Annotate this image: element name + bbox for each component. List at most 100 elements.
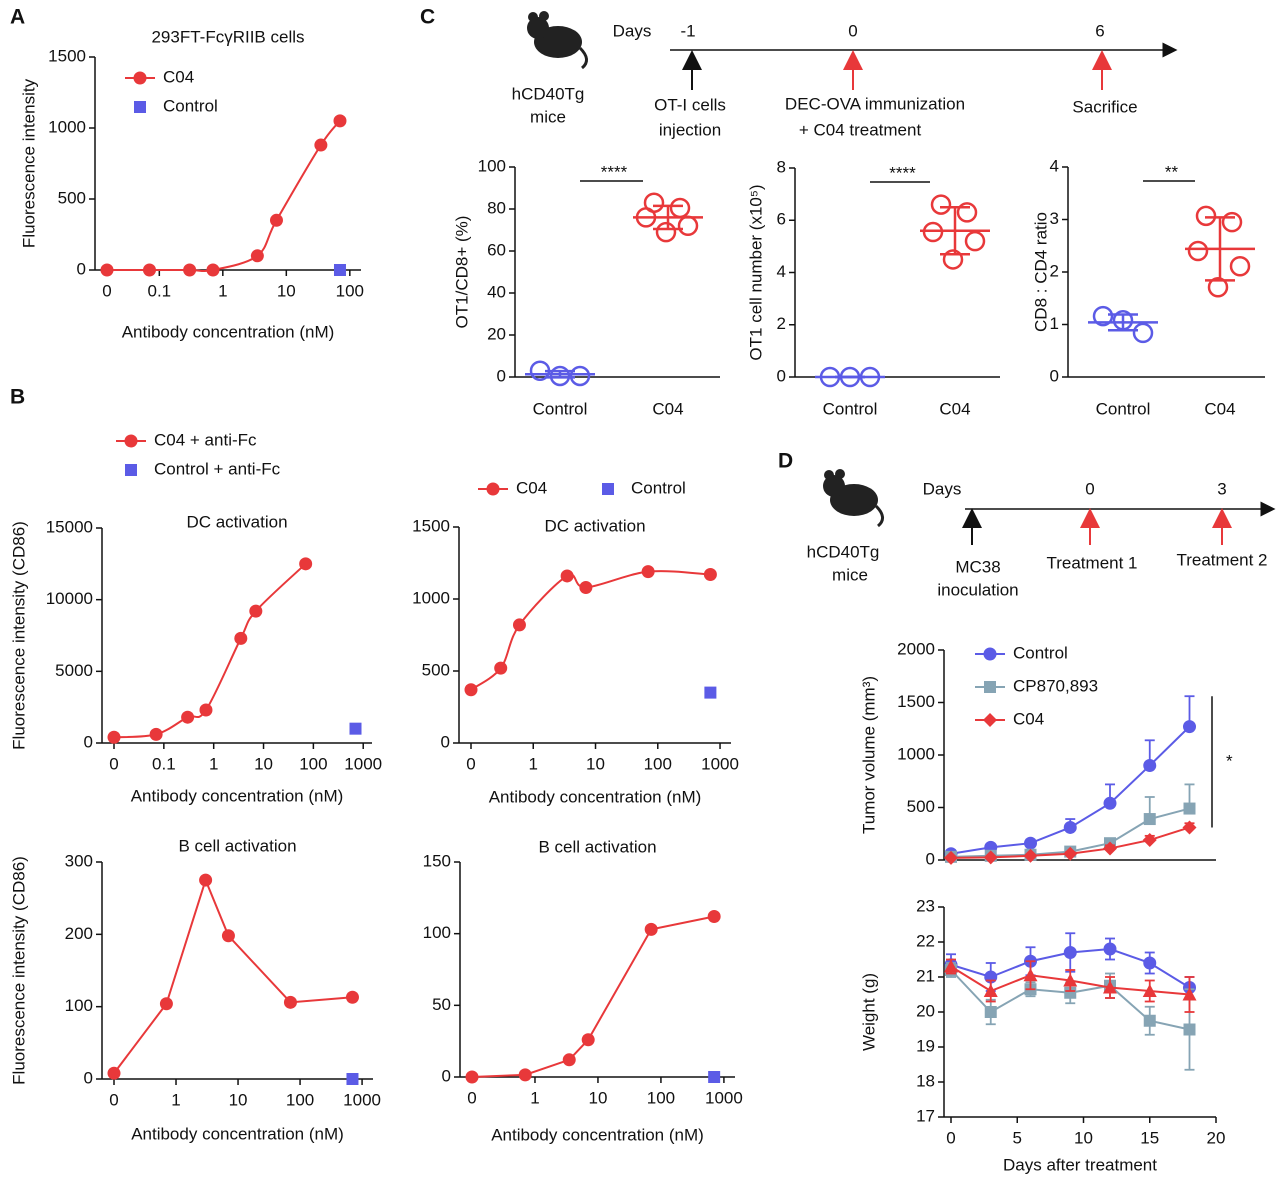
y-tick-label: 2	[1050, 261, 1059, 280]
x-tick-label: 0	[466, 754, 475, 773]
chart-title: DC activation	[186, 512, 287, 531]
x-tick-label: 1	[529, 754, 538, 773]
legend-label: C04	[516, 478, 547, 497]
x-axis-label: Antibody concentration (nM)	[122, 322, 335, 341]
timeline-tick: -1	[680, 21, 695, 40]
data-point	[349, 722, 362, 735]
legend-marker	[125, 464, 137, 476]
data-point	[1063, 846, 1078, 861]
legend-marker	[124, 434, 138, 448]
data-point	[199, 703, 213, 717]
x-tick-label: 100	[647, 1088, 675, 1107]
data-point	[250, 249, 264, 263]
y-tick-label: 18	[916, 1071, 935, 1090]
data-point	[1063, 820, 1077, 834]
x-tick-label: 0	[102, 281, 111, 300]
legend-label: CP870,893	[1013, 676, 1098, 695]
data-point	[494, 661, 508, 675]
series-line	[950, 725, 1191, 855]
significance-label: **	[1165, 162, 1179, 181]
event-label: injection	[659, 120, 721, 139]
mouse-label: hCD40Tg	[512, 84, 585, 103]
dot	[956, 202, 978, 223]
data-point	[984, 1006, 997, 1018]
data-point	[183, 263, 197, 277]
timeline-tick: 6	[1095, 21, 1104, 40]
y-tick-label: 8	[777, 157, 786, 176]
dot	[942, 249, 964, 270]
y-tick-label: 4	[1050, 156, 1059, 175]
x-tick-label: 0.1	[147, 281, 171, 300]
panel-label: A	[10, 6, 25, 29]
event-label: inoculation	[937, 580, 1018, 599]
data-point	[579, 580, 593, 594]
x-tick-label: 20	[1207, 1128, 1226, 1147]
data-point	[1064, 986, 1077, 999]
data-point	[269, 213, 283, 227]
y-tick-label: 50	[432, 995, 451, 1014]
legend-marker	[134, 101, 146, 113]
data-point	[142, 263, 156, 277]
legend-label: Control	[163, 96, 218, 115]
data-point	[465, 1070, 479, 1084]
legend-marker	[602, 483, 614, 495]
data-point	[560, 569, 574, 583]
y-tick-label: 300	[65, 851, 93, 870]
data-point	[562, 1053, 576, 1067]
series-line	[113, 877, 353, 1074]
data-point	[644, 922, 658, 936]
data-point	[1143, 759, 1157, 772]
data-point	[1142, 833, 1157, 848]
mouse-label: mice	[832, 565, 868, 584]
x-tick-label: 15	[1140, 1128, 1159, 1147]
y-tick-label: 200	[65, 924, 93, 943]
data-point	[107, 730, 121, 744]
legend-marker	[983, 647, 997, 661]
y-tick-label: 1000	[48, 117, 86, 136]
dot	[964, 230, 986, 252]
dot	[569, 365, 591, 387]
y-tick-label: 21	[916, 966, 935, 985]
x-tick-label: 0	[946, 1128, 955, 1147]
x-tick-label: 1000	[344, 754, 382, 773]
y-tick-label: 1	[1050, 314, 1059, 333]
legend-marker	[983, 713, 997, 727]
x-tick-label: 10	[277, 281, 296, 300]
y-tick-label: 0	[77, 259, 86, 278]
category-label: Control	[533, 399, 588, 418]
x-axis-label: Days after treatment	[1003, 1155, 1157, 1174]
y-tick-label: 100	[65, 996, 93, 1015]
panel-label: D	[778, 450, 793, 473]
legend-label: Control + anti-Fc	[154, 459, 281, 478]
data-point	[704, 686, 717, 699]
y-tick-label: 500	[422, 660, 450, 679]
x-tick-label: 10	[254, 754, 273, 773]
legend-label: C04	[163, 67, 194, 86]
y-tick-label: 3	[1050, 209, 1059, 228]
y-tick-label: 0	[1050, 366, 1059, 385]
mouse-label: hCD40Tg	[807, 542, 880, 561]
legend-label: C04	[1013, 709, 1044, 728]
data-point	[159, 997, 173, 1011]
y-tick-label: 22	[916, 931, 935, 950]
data-point	[1063, 946, 1077, 959]
mouse-icon	[823, 469, 884, 528]
legend-label: Control	[631, 478, 686, 497]
data-point	[1143, 956, 1157, 970]
significance-label: *	[1226, 751, 1233, 770]
event-label: OT-I cells	[654, 95, 726, 114]
y-tick-label: 80	[487, 198, 506, 217]
data-point	[1063, 973, 1078, 987]
category-label: Control	[1096, 399, 1151, 418]
chart-title: 293FT-FcγRIIB cells	[151, 27, 304, 46]
y-tick-label: 100	[478, 156, 506, 175]
data-point	[1103, 841, 1117, 856]
x-axis-label: Antibody concentration (nM)	[491, 1125, 704, 1144]
data-point	[983, 984, 998, 997]
legend-label: C04 + anti-Fc	[154, 430, 257, 449]
data-point	[464, 683, 478, 697]
event-label: Treatment 2	[1176, 550, 1267, 569]
y-axis-label: Fluorescence intensity	[19, 78, 38, 248]
x-axis-label: Antibody concentration (nM)	[131, 1124, 344, 1143]
data-point	[333, 264, 346, 276]
